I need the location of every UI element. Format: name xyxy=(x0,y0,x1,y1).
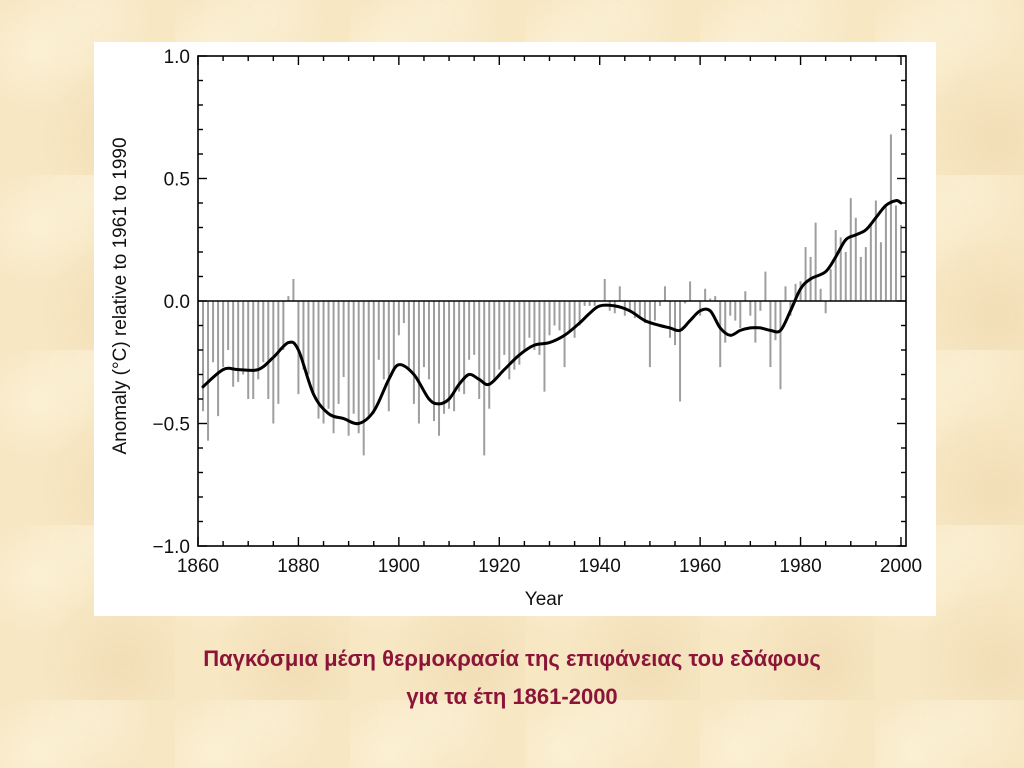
x-tick-label-1940: 1940 xyxy=(579,556,621,577)
smoothed-line-layer xyxy=(201,199,903,426)
chart-panel: 1860 1880 1900 1920 1940 1960 1980 2000 −1.0 −0.5… xyxy=(94,42,936,616)
y-axis-title: Anomaly (°C) relative to 1961 to 1990 xyxy=(110,137,131,454)
x-tick-label-1880: 1880 xyxy=(277,556,319,577)
x-axis-title: Year xyxy=(525,589,564,610)
caption-line-2: για τα έτη 1861-2000 xyxy=(406,684,618,709)
y-tick-label-1: −0.5 xyxy=(152,415,190,436)
x-tick-label-1920: 1920 xyxy=(478,556,520,577)
tick-labels: 1860 1880 1900 1920 1940 1960 1980 2000 −1.0 −0.5… xyxy=(152,47,922,577)
figure-caption: Παγκόσμια μέση θερμοκρασία της επιφάνεια… xyxy=(0,640,1024,716)
x-tick-label-2000: 2000 xyxy=(880,556,922,577)
axes xyxy=(197,55,907,547)
caption-line-1: Παγκόσμια μέση θερμοκρασία της επιφάνεια… xyxy=(203,646,821,671)
x-tick-label-1980: 1980 xyxy=(779,556,821,577)
x-tick-label-1900: 1900 xyxy=(378,556,420,577)
y-tick-label-4: 1.0 xyxy=(164,47,190,68)
y-tick-label-0: −1.0 xyxy=(152,537,190,558)
x-tick-label-1960: 1960 xyxy=(679,556,721,577)
y-tick-label-3: 0.5 xyxy=(164,170,190,191)
y-tick-label-2: 0.0 xyxy=(164,292,190,313)
smoothed-anomaly-line xyxy=(201,199,903,426)
temperature-anomaly-chart: 1860 1880 1900 1920 1940 1960 1980 2000 −1.0 −0.5… xyxy=(110,47,922,610)
x-tick-label-1860: 1860 xyxy=(177,556,219,577)
